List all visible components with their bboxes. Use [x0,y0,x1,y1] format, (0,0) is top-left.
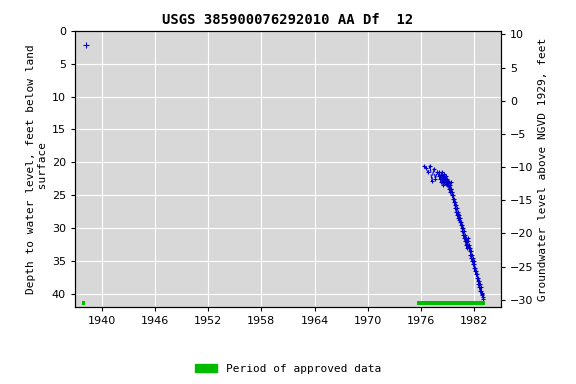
Legend: Period of approved data: Period of approved data [191,359,385,379]
Title: USGS 385900076292010 AA Df  12: USGS 385900076292010 AA Df 12 [162,13,414,27]
Y-axis label: Groundwater level above NGVD 1929, feet: Groundwater level above NGVD 1929, feet [538,37,548,301]
Bar [82,301,85,305]
Y-axis label: Depth to water level, feet below land
 surface: Depth to water level, feet below land su… [26,44,48,294]
Bar [417,301,485,305]
